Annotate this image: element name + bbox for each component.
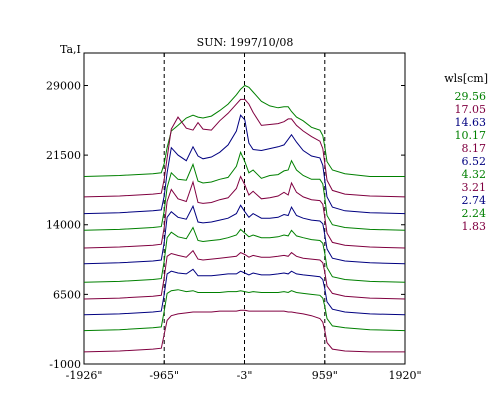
legend-title: wls[cm]: [444, 72, 488, 85]
series-lines: [83, 84, 406, 353]
legend-item-17.05: 17.05: [455, 103, 487, 116]
legend-item-2.74: 2.74: [462, 194, 487, 207]
x-tick-label: 959": [312, 369, 338, 382]
legend-item-2.24: 2.24: [462, 207, 487, 220]
y-tick-label: -1000: [49, 358, 81, 371]
series-line-14.63: [83, 114, 406, 215]
series-line-10.17: [83, 150, 406, 231]
y-tick-label: 14000: [46, 219, 81, 232]
legend-item-29.56: 29.56: [455, 90, 487, 103]
x-tick-label: -3": [237, 369, 253, 382]
y-tick-label: 29000: [46, 79, 81, 92]
legend-item-10.17: 10.17: [455, 129, 487, 142]
x-axis-ticks: -1926" -965" -3" 959" 1920": [66, 53, 422, 382]
legend-item-6.52: 6.52: [462, 155, 487, 168]
series-line-8.17: [83, 175, 406, 249]
x-tick-label: -965": [149, 369, 179, 382]
y-tick-label: 6500: [53, 288, 81, 301]
series-line-4.32: [83, 226, 406, 283]
legend-item-4.32: 4.32: [462, 168, 487, 181]
series-line-2.74: [83, 268, 406, 316]
y-tick-label: 21500: [46, 149, 81, 162]
y-axis-ticks: 29000 21500 14000 6500 -1000: [46, 79, 405, 371]
legend-item-3.21: 3.21: [462, 181, 487, 194]
series-line-1.83: [83, 309, 405, 353]
series-line-3.21: [83, 249, 406, 300]
x-tick-label: 1920": [388, 369, 421, 382]
legend: 29.5617.0514.6310.178.176.524.323.212.74…: [455, 90, 487, 233]
series-line-17.05: [83, 98, 406, 198]
x-tick-label: -1926": [66, 369, 103, 382]
legend-item-14.63: 14.63: [455, 116, 487, 129]
series-line-2.24: [83, 289, 406, 332]
series-line-6.52: [83, 204, 406, 265]
legend-item-8.17: 8.17: [462, 142, 487, 155]
y-axis-label: Ta,I: [60, 43, 81, 56]
legend-item-1.83: 1.83: [462, 220, 487, 233]
chart-title: SUN: 1997/10/08: [197, 36, 294, 49]
